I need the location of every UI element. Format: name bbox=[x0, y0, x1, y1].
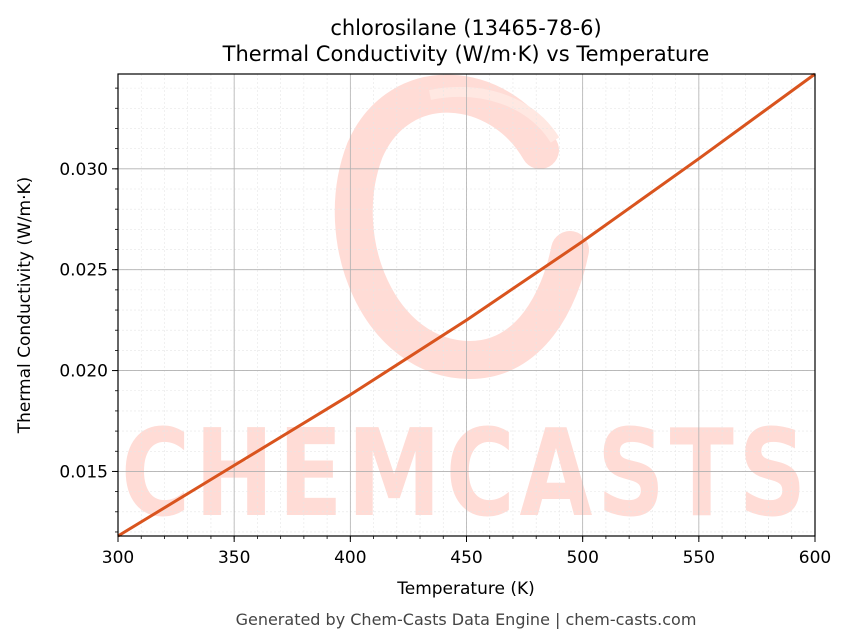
x-tick-label: 300 bbox=[102, 548, 134, 568]
y-axis-label: Thermal Conductivity (W/m·K) bbox=[15, 177, 35, 435]
y-tick-label: 0.025 bbox=[59, 261, 108, 281]
watermark-logo: CHEMCASTS bbox=[121, 74, 811, 544]
x-axis-label: Temperature (K) bbox=[396, 579, 535, 599]
x-tick-label: 550 bbox=[683, 548, 715, 568]
axis-ticks: 300 350 400 450 500 550 600 0.015 0.020 0.025 0.03… bbox=[59, 87, 831, 568]
y-tick-label: 0.020 bbox=[59, 362, 108, 382]
grid bbox=[117, 74, 816, 536]
x-tick-label: 600 bbox=[799, 548, 831, 568]
chart-title: chlorosilane (13465-78-6) bbox=[330, 16, 601, 40]
footer-credit: Generated by Chem-Casts Data Engine | ch… bbox=[236, 610, 697, 629]
x-tick-label: 500 bbox=[566, 548, 598, 568]
x-tick-label: 400 bbox=[334, 548, 366, 568]
y-tick-label: 0.030 bbox=[59, 160, 108, 180]
x-tick-label: 450 bbox=[450, 548, 482, 568]
y-tick-label: 0.015 bbox=[59, 462, 108, 482]
x-tick-label: 350 bbox=[218, 548, 250, 568]
watermark-text: CHEMCASTS bbox=[121, 405, 811, 544]
series-line bbox=[117, 72, 816, 538]
chart-subtitle: Thermal Conductivity (W/m·K) vs Temperat… bbox=[222, 42, 710, 66]
